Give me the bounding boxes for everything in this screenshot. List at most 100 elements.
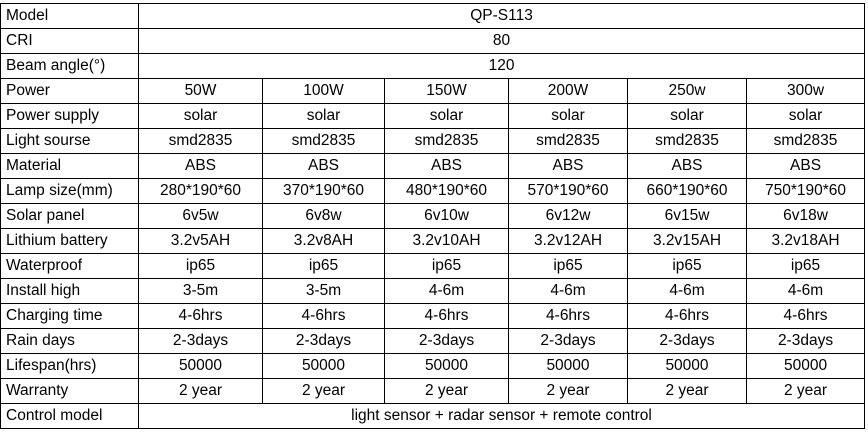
cell-value: 4-6hrs	[508, 303, 628, 329]
cell-value: 370*190*60	[262, 178, 385, 204]
cell-value: 50000	[262, 353, 385, 379]
cell-value: smd2835	[138, 128, 263, 154]
cell-value: 2 year	[262, 378, 385, 404]
cell-value: 6v10w	[384, 203, 509, 229]
cell-value: 2 year	[384, 378, 509, 404]
cell-value: light sensor + radar sensor + remote con…	[137, 403, 866, 429]
spec-table: Model QP-S113 CRI 80 Beam angle(°) 120 Power 50…	[0, 3, 866, 429]
cell-value: 4-6hrs	[627, 303, 747, 329]
cell-value: 4-6hrs	[262, 303, 385, 329]
row-label: Material	[0, 153, 139, 179]
cell-value: 6v18w	[745, 203, 866, 229]
cell-value: 100W	[262, 78, 385, 104]
cell-value: ABS	[138, 153, 263, 179]
cell-value: 2-3days	[384, 328, 509, 354]
cell-value: 2 year	[138, 378, 263, 404]
cell-value: ip65	[627, 253, 747, 279]
cell-value: ABS	[508, 153, 628, 179]
cell-value: 2-3days	[262, 328, 385, 354]
cell-value: 80	[137, 28, 866, 54]
cell-value: ip65	[384, 253, 509, 279]
cell-value: 3.2v12AH	[508, 228, 628, 254]
cell-value: 2 year	[745, 378, 866, 404]
table-row: Power supply solar solar solar solar solar sol…	[0, 103, 866, 129]
cell-value: 6v5w	[138, 203, 263, 229]
cell-value: solar	[384, 103, 509, 129]
cell-value: solar	[138, 103, 263, 129]
row-label: Control model	[0, 403, 139, 429]
row-label: Install high	[0, 278, 139, 304]
cell-value: solar	[745, 103, 866, 129]
cell-value: 6v8w	[262, 203, 385, 229]
cell-value: 6v15w	[627, 203, 747, 229]
cell-value: 570*190*60	[508, 178, 628, 204]
cell-value: smd2835	[508, 128, 628, 154]
cell-value: 2-3days	[745, 328, 866, 354]
cell-value: 300w	[745, 78, 866, 104]
cell-value: 50W	[138, 78, 263, 104]
cell-value: 3-5m	[138, 278, 263, 304]
cell-value: ip65	[745, 253, 866, 279]
table-row: Material ABS ABS ABS ABS ABS ABS	[0, 153, 866, 179]
table-row: Light sourse smd2835 smd2835 smd2835 smd2835…	[0, 128, 866, 154]
row-label: Lifespan(hrs)	[0, 353, 139, 379]
table-row: Charging time 4-6hrs 4-6hrs 4-6hrs 4-6hrs 4-6…	[0, 303, 866, 329]
cell-value: 280*190*60	[138, 178, 263, 204]
cell-value: 200W	[508, 78, 628, 104]
row-label: Light sourse	[0, 128, 139, 154]
cell-value: 250w	[627, 78, 747, 104]
row-label: Lithium battery	[0, 228, 139, 254]
cell-value: 50000	[138, 353, 263, 379]
table-row: Waterproof ip65 ip65 ip65 ip65 ip65 ip65	[0, 253, 866, 279]
table-row: Lifespan(hrs) 50000 50000 50000 50000 50000 50…	[0, 353, 866, 379]
row-label: Charging time	[0, 303, 139, 329]
row-label: Rain days	[0, 328, 139, 354]
cell-value: solar	[627, 103, 747, 129]
table-row: Lamp size(mm) 280*190*60 370*190*60 480*190…	[0, 178, 866, 204]
row-label: Power	[0, 78, 139, 104]
cell-value: smd2835	[627, 128, 747, 154]
table-row: Power 50W 100W 150W 200W 250w 300w	[0, 78, 866, 104]
table-row: Beam angle(°) 120	[0, 53, 866, 79]
row-label: Warranty	[0, 378, 139, 404]
cell-value: 120	[137, 53, 866, 79]
row-label: Power supply	[0, 103, 139, 129]
cell-value: 4-6m	[627, 278, 747, 304]
cell-value: ABS	[745, 153, 866, 179]
cell-value: 4-6hrs	[384, 303, 509, 329]
cell-value: 480*190*60	[384, 178, 509, 204]
table-row: Solar panel 6v5w 6v8w 6v10w 6v12w 6v15w 6v18w	[0, 203, 866, 229]
row-label: Lamp size(mm)	[0, 178, 139, 204]
row-label: Model	[0, 3, 139, 29]
cell-value: 2 year	[508, 378, 628, 404]
cell-value: 4-6m	[384, 278, 509, 304]
cell-value: 3.2v10AH	[384, 228, 509, 254]
cell-value: 750*190*60	[745, 178, 866, 204]
table-row: Lithium battery 3.2v5AH 3.2v8AH 3.2v10AH 3.2…	[0, 228, 866, 254]
cell-value: 50000	[627, 353, 747, 379]
table-row: Model QP-S113	[0, 3, 866, 29]
cell-value: 2 year	[627, 378, 747, 404]
cell-value: 3.2v5AH	[138, 228, 263, 254]
cell-value: ABS	[262, 153, 385, 179]
cell-value: 660*190*60	[627, 178, 747, 204]
cell-value: 2-3days	[508, 328, 628, 354]
cell-value: solar	[262, 103, 385, 129]
cell-value: smd2835	[384, 128, 509, 154]
cell-value: 50000	[508, 353, 628, 379]
row-label: Beam angle(°)	[0, 53, 139, 79]
cell-value: smd2835	[262, 128, 385, 154]
cell-value: solar	[508, 103, 628, 129]
cell-value: 150W	[384, 78, 509, 104]
cell-value: 4-6m	[508, 278, 628, 304]
cell-value: ABS	[384, 153, 509, 179]
cell-value: 4-6hrs	[745, 303, 866, 329]
cell-value: 2-3days	[138, 328, 263, 354]
cell-value: ip65	[138, 253, 263, 279]
cell-value: ip65	[508, 253, 628, 279]
row-label: CRI	[0, 28, 139, 54]
cell-value: 3.2v15AH	[627, 228, 747, 254]
cell-value: ABS	[627, 153, 747, 179]
cell-value: 2-3days	[627, 328, 747, 354]
